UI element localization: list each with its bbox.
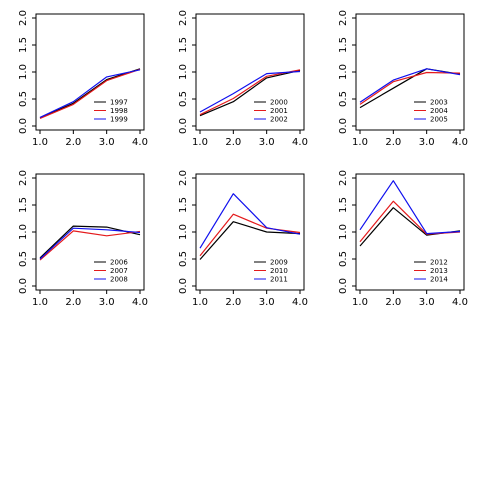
y-tick-label: 1.0 (178, 224, 189, 240)
x-tick-label: 1.0 (192, 137, 208, 148)
x-tick-label: 4.0 (292, 137, 308, 148)
legend-label: 2003 (430, 99, 448, 107)
legend-label: 2002 (270, 116, 288, 124)
y-tick-label: 0.0 (18, 278, 29, 294)
y-tick-label: 0.5 (18, 91, 29, 107)
legend-label: 2007 (110, 267, 128, 275)
legend-label: 2008 (110, 276, 128, 284)
series-line-2010 (199, 213, 301, 257)
x-tick-label: 2.0 (385, 137, 401, 148)
legend-label: 2012 (430, 259, 448, 267)
x-tick-label: 2.0 (65, 297, 81, 308)
x-tick-label: 3.0 (99, 297, 115, 308)
y-tick-label: 0.5 (338, 251, 349, 267)
y-tick-label: 2.0 (18, 10, 29, 26)
y-tick-label: 0.5 (18, 251, 29, 267)
y-tick-label: 1.5 (18, 37, 29, 53)
x-tick-label: 2.0 (385, 297, 401, 308)
y-tick-label: 0.0 (178, 278, 189, 294)
legend-label: 2001 (270, 107, 288, 115)
series-line-2012 (359, 207, 461, 247)
series-line-2004 (359, 71, 461, 105)
y-tick-label: 0.5 (338, 91, 349, 107)
series-line-2014 (359, 180, 461, 235)
x-tick-label: 4.0 (132, 297, 148, 308)
x-tick-label: 3.0 (259, 297, 275, 308)
legend-label: 1998 (110, 107, 128, 115)
y-tick-label: 0.0 (338, 118, 349, 134)
x-tick-label: 3.0 (99, 137, 115, 148)
y-tick-label: 2.0 (178, 170, 189, 186)
x-tick-label: 4.0 (292, 297, 308, 308)
x-tick-label: 2.0 (65, 137, 81, 148)
series-line-2009 (199, 221, 301, 260)
series-line-2000 (199, 69, 301, 117)
series-line-1998 (39, 68, 141, 119)
x-tick-label: 1.0 (32, 137, 48, 148)
y-tick-label: 2.0 (178, 10, 189, 26)
legend-label: 2005 (430, 116, 448, 124)
y-tick-label: 1.5 (338, 37, 349, 53)
y-tick-label: 0.0 (18, 118, 29, 134)
y-tick-label: 1.0 (18, 224, 29, 240)
series-line-2008 (39, 227, 141, 260)
x-tick-label: 2.0 (225, 297, 241, 308)
series-line-1997 (39, 68, 141, 119)
series-line-2007 (39, 230, 141, 261)
y-tick-label: 2.0 (18, 170, 29, 186)
series-line-2005 (359, 68, 461, 103)
legend-label: 2014 (430, 276, 448, 284)
y-tick-label: 0.5 (178, 251, 189, 267)
series-line-2002 (199, 70, 301, 113)
y-tick-label: 2.0 (338, 10, 349, 26)
legend-label: 2004 (430, 107, 448, 115)
legend-label: 2011 (270, 276, 288, 284)
x-tick-label: 3.0 (259, 137, 275, 148)
legend-label: 2006 (110, 259, 128, 267)
y-tick-label: 1.5 (18, 197, 29, 213)
legend-label: 2013 (430, 267, 448, 275)
y-tick-label: 1.5 (178, 37, 189, 53)
y-tick-label: 1.0 (338, 224, 349, 240)
legend-label: 1999 (110, 116, 128, 124)
legend-label: 2000 (270, 99, 288, 107)
x-tick-label: 4.0 (132, 137, 148, 148)
y-tick-label: 0.0 (178, 118, 189, 134)
legend-label: 2009 (270, 259, 288, 267)
x-tick-label: 1.0 (352, 297, 368, 308)
series-line-1999 (39, 69, 141, 118)
x-tick-label: 3.0 (419, 297, 435, 308)
y-tick-label: 1.5 (338, 197, 349, 213)
y-tick-label: 0.5 (178, 91, 189, 107)
x-tick-label: 2.0 (225, 137, 241, 148)
y-tick-label: 1.0 (18, 64, 29, 80)
legend-label: 2010 (270, 267, 288, 275)
y-tick-label: 0.0 (338, 278, 349, 294)
y-tick-label: 1.0 (338, 64, 349, 80)
x-tick-label: 4.0 (452, 297, 468, 308)
y-tick-label: 1.5 (178, 197, 189, 213)
x-tick-label: 4.0 (452, 137, 468, 148)
legend-label: 1997 (110, 99, 128, 107)
series-line-2011 (199, 193, 301, 249)
y-tick-label: 1.0 (178, 64, 189, 80)
x-tick-label: 1.0 (192, 297, 208, 308)
x-tick-label: 1.0 (352, 137, 368, 148)
x-tick-label: 1.0 (32, 297, 48, 308)
y-tick-label: 2.0 (338, 170, 349, 186)
x-tick-label: 3.0 (419, 137, 435, 148)
